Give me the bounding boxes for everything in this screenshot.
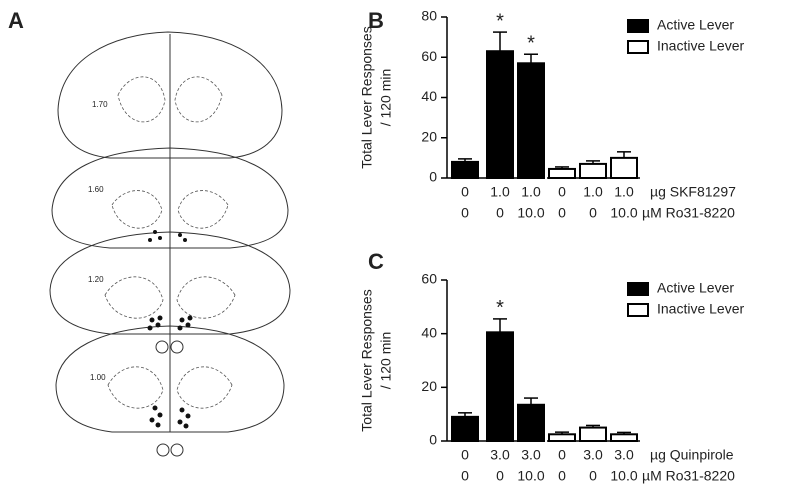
x-tick-label: 1.0 — [521, 184, 541, 200]
bar — [486, 331, 514, 443]
x-tick-label: 0 — [496, 468, 504, 484]
y-tick-label: 20 — [421, 378, 437, 394]
bar — [579, 426, 607, 443]
legend-label: Active Lever — [657, 280, 734, 296]
row-label: µg SKF81297 — [650, 184, 736, 200]
x-tick-label: 10.0 — [517, 205, 544, 221]
x-tick-label: 10.0 — [610, 205, 637, 221]
y-axis-label: / 120 min — [378, 69, 394, 127]
x-tick-label: 0 — [558, 468, 566, 484]
y-tick-label: 0 — [429, 169, 437, 185]
bar — [451, 160, 479, 179]
x-tick-label: 1.0 — [614, 184, 634, 200]
section-label: 1.70 — [92, 100, 108, 109]
bar — [517, 62, 545, 179]
x-tick-label: 3.0 — [490, 447, 510, 463]
legend-swatch — [627, 282, 649, 296]
y-axis-label: Total Lever Responses — [359, 289, 375, 431]
x-tick-label: 0 — [558, 184, 566, 200]
section-label: 1.60 — [88, 185, 104, 194]
bar — [548, 167, 576, 180]
y-axis-label: / 120 min — [378, 332, 394, 390]
x-tick-label: 0 — [461, 468, 469, 484]
significance: * — [527, 33, 535, 55]
legend-label: Inactive Lever — [657, 38, 744, 54]
legend-swatch — [627, 303, 649, 317]
legend-label: Inactive Lever — [657, 301, 744, 317]
y-tick-label: 80 — [421, 8, 437, 24]
row-label: µg Quinpirole — [650, 447, 734, 463]
x-tick-label: 3.0 — [521, 447, 541, 463]
bar — [451, 415, 479, 443]
section-label: 1.00 — [90, 373, 106, 382]
row-label: µM Ro31-8220 — [642, 205, 735, 221]
x-tick-label: 1.0 — [583, 184, 603, 200]
bar — [579, 162, 607, 180]
row-label: µM Ro31-8220 — [642, 468, 735, 484]
x-tick-label: 3.0 — [614, 447, 634, 463]
panel-label: C — [368, 249, 384, 274]
bar — [610, 156, 638, 179]
bar — [517, 403, 545, 442]
x-tick-label: 0 — [558, 447, 566, 463]
y-tick-label: 60 — [421, 271, 437, 287]
x-tick-label: 0 — [461, 447, 469, 463]
legend-swatch — [627, 19, 649, 33]
x-tick-label: 3.0 — [583, 447, 603, 463]
brain-sections — [49, 31, 291, 457]
x-tick-label: 0 — [461, 205, 469, 221]
significance: * — [496, 10, 504, 32]
y-tick-label: 40 — [421, 88, 437, 104]
y-tick-label: 60 — [421, 48, 437, 64]
x-tick-label: 0 — [496, 205, 504, 221]
panel-label: B — [368, 8, 384, 33]
x-tick-label: 0 — [589, 468, 597, 484]
x-tick-label: 0 — [461, 184, 469, 200]
x-tick-label: 10.0 — [610, 468, 637, 484]
legend-swatch — [627, 40, 649, 54]
significance: * — [496, 297, 504, 319]
x-tick-label: 0 — [589, 205, 597, 221]
x-tick-label: 0 — [558, 205, 566, 221]
y-tick-label: 20 — [421, 128, 437, 144]
x-tick-label: 1.0 — [490, 184, 510, 200]
legend-label: Active Lever — [657, 17, 734, 33]
x-tick-label: 10.0 — [517, 468, 544, 484]
section-label: 1.20 — [88, 275, 104, 284]
y-tick-label: 0 — [429, 432, 437, 448]
bar — [610, 433, 638, 442]
y-axis-label: Total Lever Responses — [359, 26, 375, 168]
bar — [548, 433, 576, 442]
y-tick-label: 40 — [421, 324, 437, 340]
bar — [486, 50, 514, 179]
panel-label: A — [8, 8, 24, 33]
